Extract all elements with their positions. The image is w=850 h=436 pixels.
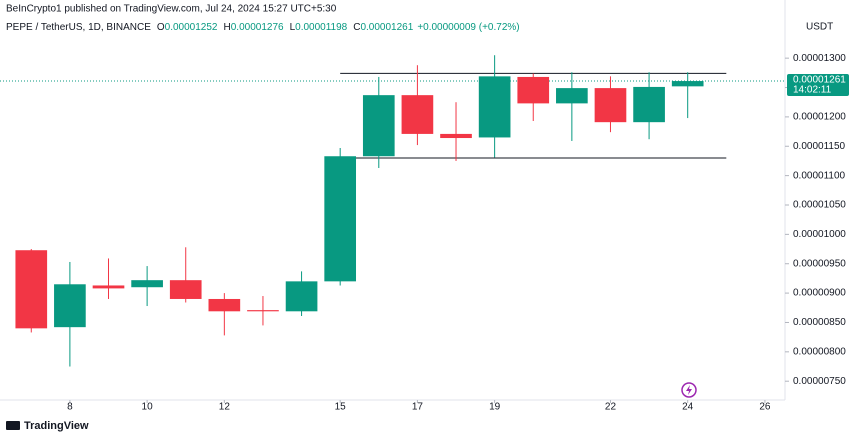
candle-body	[169, 280, 202, 299]
symbol: PEPE / TetherUS, 1D, BINANCE	[6, 22, 151, 33]
y-tick-label: 0.00001150	[793, 141, 846, 152]
candle-body	[671, 81, 704, 87]
candle-body	[208, 298, 241, 312]
y-tick-label: 0.00000750	[793, 376, 846, 387]
candle-body	[131, 280, 163, 288]
y-tick-label: 0.00001050	[793, 200, 846, 211]
publisher: BeInCrypto1 published on TradingView.com…	[6, 4, 337, 15]
x-tick-label: 19	[489, 402, 501, 413]
y-tick-label: 0.00001300	[793, 53, 846, 64]
x-tick-label: 22	[605, 402, 617, 413]
candle-body	[15, 250, 48, 329]
y-tick-label: 0.00001100	[793, 170, 846, 181]
candle-body	[556, 88, 588, 104]
brand: TradingView	[24, 420, 89, 432]
ohlc-key: C	[353, 22, 360, 33]
x-tick-label: 26	[759, 402, 771, 413]
ohlc-key: O	[157, 22, 165, 33]
x-tick-label: 17	[412, 402, 424, 413]
candle-body	[324, 156, 357, 282]
currency: USDT	[806, 22, 833, 33]
price-label-box	[787, 74, 849, 97]
symbol-legend: PEPE / TetherUS, 1D, BINANCE O0.00001252 H…	[6, 22, 520, 33]
candle-body	[633, 86, 665, 123]
ohlc-value: 0.00001198	[295, 22, 348, 33]
ohlc-value: 0.00001252	[165, 22, 218, 33]
ohlc-key: L	[290, 22, 296, 33]
x-tick-label: 12	[219, 402, 231, 413]
candle-body	[517, 76, 550, 104]
x-tick-label: 24	[682, 402, 694, 413]
candle-body	[440, 133, 472, 139]
candle-body	[92, 285, 125, 289]
candle-body	[362, 95, 395, 157]
alert-bolt	[686, 385, 692, 395]
x-tick-label: 8	[67, 402, 73, 413]
x-tick-label: 15	[335, 402, 347, 413]
y-tick-label: 0.00000950	[793, 258, 846, 269]
x-tick-label: 10	[142, 402, 154, 413]
y-tick-label: 0.00000900	[793, 288, 846, 299]
y-tick-label: 0.00001000	[793, 229, 846, 240]
candle-body	[478, 76, 511, 138]
candle-body	[401, 95, 434, 134]
candle-body	[247, 310, 279, 312]
y-tick-label: 0.00001200	[793, 112, 846, 123]
brand-logo	[6, 421, 20, 430]
candle-body	[54, 284, 86, 328]
countdown: 14:02:11	[793, 85, 832, 96]
candle-body	[594, 88, 627, 123]
price-label: 0.00001261	[793, 75, 846, 86]
candle-body	[285, 281, 318, 312]
y-tick-label: 0.00000850	[793, 317, 846, 328]
ohlc-key: H	[224, 22, 231, 33]
alert-icon[interactable]	[681, 382, 697, 398]
ohlc-value: 0.00001261	[360, 22, 413, 33]
y-tick-label: 0.00000800	[793, 346, 846, 357]
change: +0.00000009 (+0.72%)	[417, 22, 519, 33]
ohlc-value: 0.00001276	[231, 22, 284, 33]
